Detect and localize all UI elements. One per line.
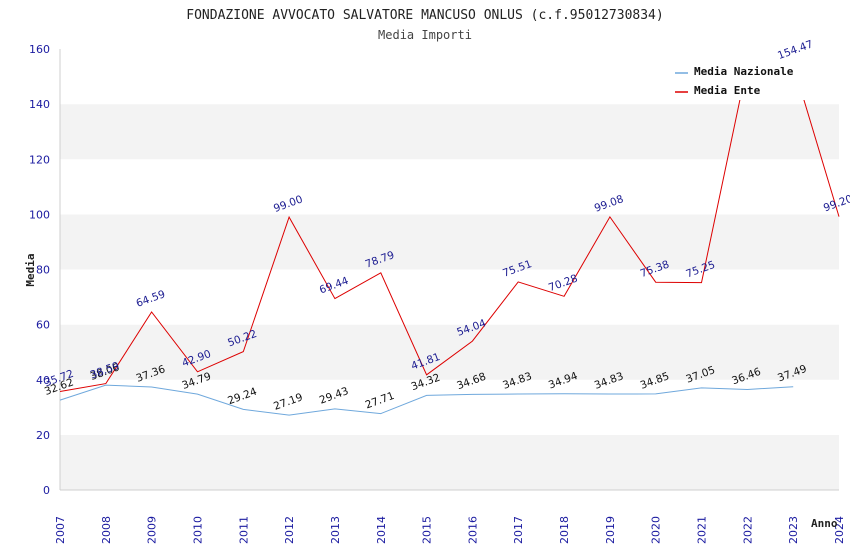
grid-band: [60, 269, 839, 325]
y-tick-label: 120: [29, 153, 50, 166]
y-tick-label: 140: [29, 98, 50, 111]
grid-band: [60, 214, 839, 270]
x-tick-label: 2023: [787, 516, 800, 544]
grid-band: [60, 434, 839, 490]
y-tick-labels: 0 20 40 60 80 100 120 140 160: [29, 43, 50, 497]
grid-bands: [60, 49, 839, 490]
chart-title: FONDAZIONE AVVOCATO SALVATORE MANCUSO ON…: [186, 8, 663, 23]
y-tick-label: 20: [36, 429, 50, 442]
x-tick-label: 2018: [558, 516, 571, 544]
x-tick-label: 2022: [741, 516, 754, 544]
x-tick-label: 2020: [650, 516, 663, 544]
x-axis-label: Anno: [811, 517, 838, 530]
grid-band: [60, 379, 839, 435]
x-tick-label: 2010: [191, 516, 204, 544]
x-tick-label: 2015: [421, 516, 434, 544]
series-line-media-nazionale: [59, 384, 794, 416]
x-tick-label: 2016: [466, 516, 479, 544]
legend-entry-media-ente: Media Ente: [694, 84, 761, 97]
x-tick-label: 2008: [100, 516, 113, 544]
legend-entry-media-nazionale: Media Nazionale: [694, 65, 794, 78]
x-tick-label: 2014: [375, 516, 388, 544]
x-tick-label: 2012: [283, 516, 296, 544]
x-tick-label: 2011: [237, 516, 250, 544]
legend: Media Nazionale Media Ente: [670, 60, 809, 100]
axes: [59, 49, 839, 491]
chart-subtitle: Media Importi: [378, 28, 472, 42]
legend-box: [670, 60, 809, 100]
x-tick-label: 2013: [329, 516, 342, 544]
y-axis-label: Media: [24, 253, 37, 286]
y-tick-label: 40: [36, 374, 50, 387]
x-tick-label: 2024: [833, 516, 846, 544]
grid-band: [60, 104, 839, 160]
x-tick-label: 2007: [54, 516, 67, 544]
x-tick-labels: 2007 2008 2009 2010 2011 2012 2013 2014 2015 2016…: [54, 516, 846, 544]
x-tick-label: 2019: [604, 516, 617, 544]
grid-band: [60, 324, 839, 380]
series-group: [59, 63, 840, 416]
x-tick-label: 2009: [146, 516, 159, 544]
y-tick-label: 160: [29, 43, 50, 56]
x-tick-label: 2017: [512, 516, 525, 544]
x-tick-label: 2021: [696, 516, 709, 544]
y-tick-label: 60: [36, 319, 50, 332]
y-tick-label: 0: [43, 484, 50, 497]
y-tick-label: 100: [29, 208, 50, 221]
series-line-media-ente: [59, 63, 840, 392]
grid-band: [60, 159, 839, 215]
y-tick-label: 80: [36, 264, 50, 277]
